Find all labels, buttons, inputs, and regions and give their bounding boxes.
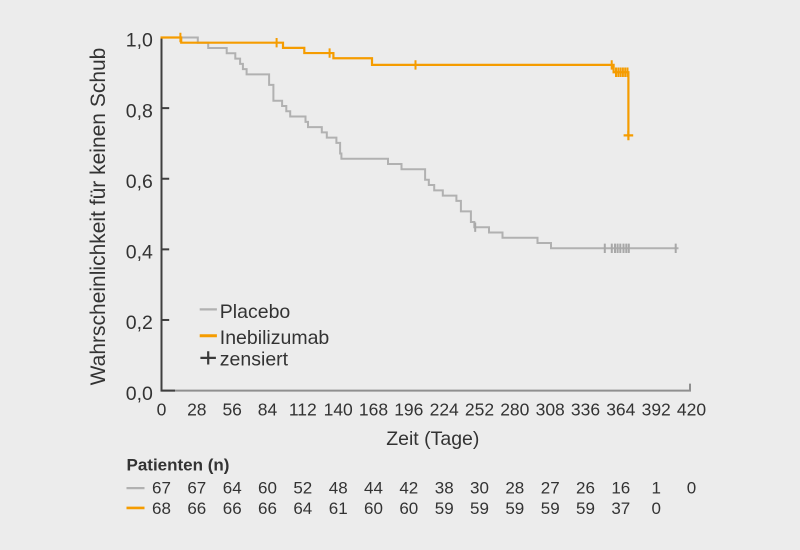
svg-text:0,0: 0,0 — [126, 383, 153, 405]
svg-text:37: 37 — [611, 499, 630, 518]
svg-text:280: 280 — [500, 400, 529, 420]
svg-text:60: 60 — [258, 479, 277, 498]
svg-text:Wahrscheinlichkeit für keinen: Wahrscheinlichkeit für keinen Schub — [87, 48, 110, 386]
svg-text:66: 66 — [258, 499, 277, 518]
svg-text:16: 16 — [611, 479, 630, 498]
svg-text:28: 28 — [505, 479, 524, 498]
svg-text:1,0: 1,0 — [126, 30, 153, 52]
svg-text:392: 392 — [642, 400, 671, 420]
svg-text:66: 66 — [187, 499, 206, 518]
svg-text:196: 196 — [394, 400, 423, 420]
svg-text:zensiert: zensiert — [220, 349, 289, 371]
svg-text:Inebilizumab: Inebilizumab — [220, 327, 330, 349]
svg-text:0,4: 0,4 — [126, 242, 153, 264]
svg-text:42: 42 — [399, 479, 418, 498]
svg-text:30: 30 — [470, 479, 489, 498]
svg-text:44: 44 — [364, 479, 383, 498]
svg-text:364: 364 — [606, 400, 635, 420]
svg-text:59: 59 — [576, 499, 595, 518]
svg-text:0: 0 — [687, 479, 696, 498]
svg-text:112: 112 — [289, 400, 317, 420]
svg-text:60: 60 — [364, 499, 383, 518]
svg-text:420: 420 — [677, 400, 706, 420]
svg-text:Placebo: Placebo — [220, 301, 291, 323]
svg-text:59: 59 — [505, 499, 524, 518]
svg-text:60: 60 — [399, 499, 418, 518]
svg-text:224: 224 — [430, 400, 459, 420]
svg-text:59: 59 — [435, 499, 454, 518]
svg-text:140: 140 — [324, 400, 353, 420]
svg-text:56: 56 — [222, 400, 241, 420]
svg-text:0,2: 0,2 — [126, 312, 153, 334]
svg-text:38: 38 — [435, 479, 454, 498]
svg-text:64: 64 — [293, 499, 312, 518]
svg-text:1: 1 — [651, 479, 660, 498]
svg-text:68: 68 — [152, 499, 171, 518]
svg-text:64: 64 — [223, 479, 242, 498]
svg-text:0,6: 0,6 — [126, 171, 153, 193]
svg-text:Patienten (n): Patienten (n) — [127, 455, 230, 474]
svg-text:48: 48 — [329, 479, 348, 498]
svg-text:0: 0 — [651, 499, 660, 518]
svg-text:59: 59 — [541, 499, 560, 518]
svg-text:67: 67 — [152, 479, 171, 498]
svg-text:27: 27 — [541, 479, 560, 498]
svg-text:26: 26 — [576, 479, 595, 498]
svg-text:61: 61 — [329, 499, 348, 518]
svg-text:Zeit (Tage): Zeit (Tage) — [386, 428, 479, 450]
svg-text:52: 52 — [293, 479, 312, 498]
svg-text:308: 308 — [536, 400, 565, 420]
svg-text:67: 67 — [187, 479, 206, 498]
svg-text:28: 28 — [187, 400, 206, 420]
svg-text:0: 0 — [157, 400, 167, 420]
svg-text:336: 336 — [571, 400, 600, 420]
svg-text:252: 252 — [465, 400, 494, 420]
svg-text:59: 59 — [470, 499, 489, 518]
svg-text:168: 168 — [359, 400, 388, 420]
svg-text:0,8: 0,8 — [126, 100, 153, 122]
svg-text:66: 66 — [223, 499, 242, 518]
svg-text:84: 84 — [258, 400, 278, 420]
